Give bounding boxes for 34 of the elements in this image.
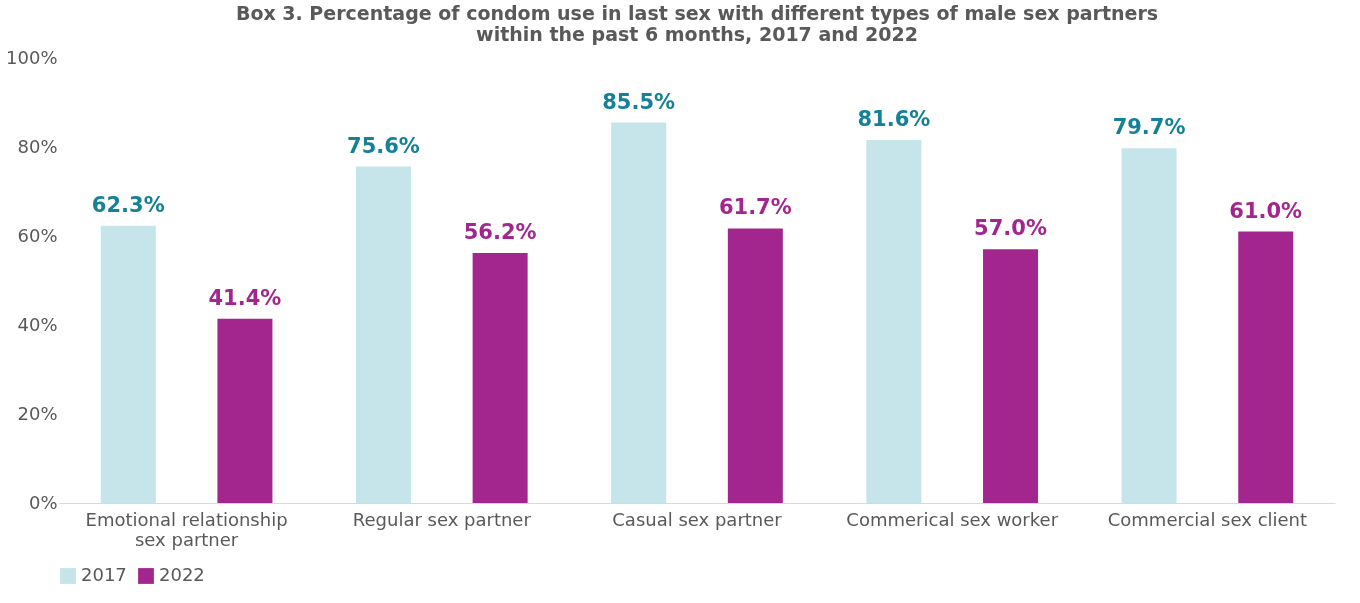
chart-title: Box 3. Percentage of condom use in last sex with different types of male sex partners within the past 6 months, 2017 and 2022 xyxy=(235,2,1159,45)
bar xyxy=(355,166,411,503)
data-label: 41.4% xyxy=(208,285,282,310)
bar xyxy=(866,139,922,503)
data-label: 81.6% xyxy=(857,106,931,131)
bar xyxy=(1121,148,1177,503)
bar xyxy=(727,228,783,503)
bar xyxy=(100,225,156,503)
y-tick-label: 0% xyxy=(28,491,58,513)
x-tick-label: Casual sex partner xyxy=(612,508,783,530)
bar xyxy=(217,318,273,503)
data-label: 85.5% xyxy=(602,89,676,114)
y-tick-label: 40% xyxy=(17,313,58,335)
data-label: 61.0% xyxy=(1229,198,1303,223)
bar xyxy=(611,122,667,503)
data-label: 79.7% xyxy=(1112,115,1186,140)
x-tick-label: Regular sex partner xyxy=(352,508,532,530)
data-label: 56.2% xyxy=(463,219,537,244)
bar xyxy=(983,249,1039,503)
data-label: 75.6% xyxy=(347,133,420,158)
y-tick-label: 20% xyxy=(17,402,58,424)
x-tick-label: Commercial sex client xyxy=(1107,508,1308,530)
y-tick-label: 60% xyxy=(17,224,58,246)
bar xyxy=(1238,231,1294,503)
data-label: 57.0% xyxy=(974,216,1047,241)
y-tick-label: 100% xyxy=(6,46,58,68)
data-label: 62.3% xyxy=(91,192,165,217)
y-tick-label: 80% xyxy=(17,135,58,157)
legend-label: 2022 xyxy=(159,564,205,585)
x-tick-label: Emotional relationship sex partner xyxy=(85,508,288,550)
data-label: 61.7% xyxy=(718,195,792,220)
x-tick-label: Commerical sex worker xyxy=(846,508,1059,530)
bar xyxy=(472,252,528,503)
legend-label: 2017 xyxy=(81,564,127,585)
